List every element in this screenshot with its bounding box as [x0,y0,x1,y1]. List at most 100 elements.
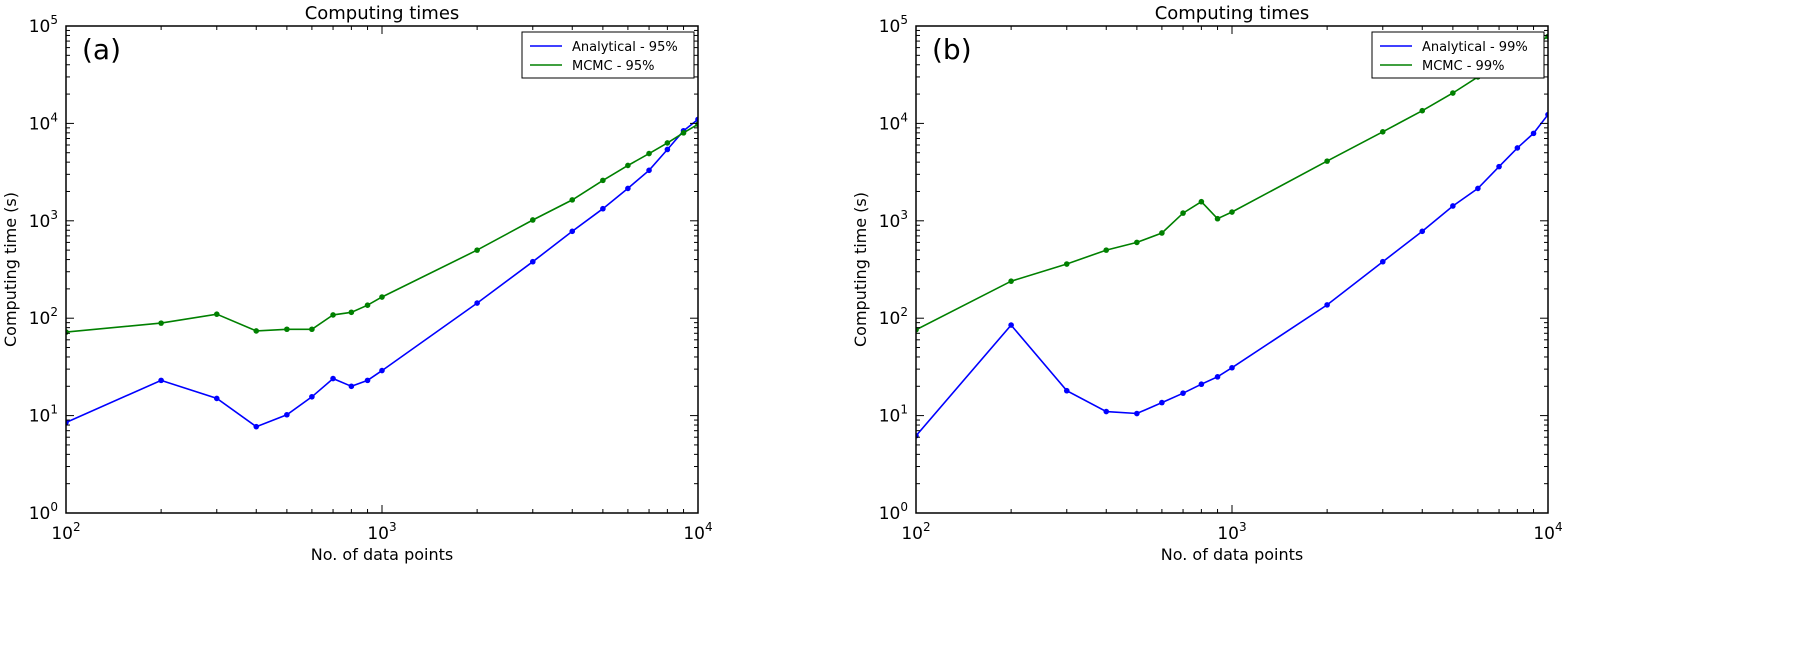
data-point [1530,130,1537,137]
data-point [529,217,536,223]
y-tick-label: 102 [879,305,908,329]
data-point [1450,203,1456,209]
data-point [1379,128,1386,135]
x-tick-label: 102 [51,520,80,544]
legend-label: Analytical - 95% [572,40,678,55]
data-point [1198,381,1205,388]
data-point [1229,209,1235,215]
data-point [474,247,480,253]
data-point [1214,374,1221,380]
data-point [569,197,576,203]
series-0 [66,116,698,430]
chart-title: Computing times [1155,3,1310,24]
data-point [1103,408,1110,415]
panel-a: 102 103 104 100 101 102 103 104 105 Computing tim… [1,3,713,564]
panel-label: (b) [932,33,972,66]
plot-frame [915,25,1549,514]
legend-box [1371,31,1545,79]
data-point [364,302,371,308]
x-tick-label: 104 [1533,520,1562,544]
series-line [916,114,1548,437]
data-point [664,140,671,146]
data-point [348,383,355,390]
legend-box [521,31,695,79]
x-tick-label: 102 [901,520,930,544]
data-point [1159,399,1165,406]
data-point [1063,261,1070,267]
data-point [330,375,336,382]
data-point [1229,364,1235,371]
data-point [1180,390,1186,396]
legend-label: MCMC - 99% [1422,59,1504,74]
data-point [1214,215,1221,222]
y-tick-label: 105 [29,13,58,37]
data-point [600,177,606,184]
panel-label: (a) [82,33,121,66]
data-point [1008,322,1014,328]
x-axis-label: No. of data points [311,545,453,564]
y-tick-label: 100 [29,500,58,524]
data-point [569,228,576,235]
data-point [529,258,536,265]
data-point [664,146,671,153]
data-point [309,326,315,333]
data-point [379,367,385,374]
data-point [625,185,631,192]
x-tick-label: 103 [1217,520,1246,544]
legend: Analytical - 95% MCMC - 95% [521,31,695,79]
series-1 [916,33,1548,333]
plot-frame [65,25,699,514]
y-tick-label: 102 [29,305,58,329]
data-point [1514,145,1521,151]
data-point [379,294,385,300]
y-tick-label: 101 [29,403,58,427]
data-point [1419,228,1426,235]
data-point [213,311,220,317]
data-point [1008,278,1014,284]
series-0 [916,111,1548,439]
data-point [1198,198,1205,205]
y-tick-label: 103 [879,208,908,232]
data-point [253,423,260,430]
data-point [474,300,480,306]
data-point [158,320,164,326]
data-point [253,328,260,334]
data-point [646,167,652,174]
data-point [1063,387,1070,394]
x-axis-label: No. of data points [1161,545,1303,564]
data-point [284,411,290,418]
y-tick-label: 104 [29,110,58,134]
data-point [1180,210,1186,216]
series-line [66,123,698,333]
y-tick-label: 101 [879,403,908,427]
panel-b: 102 103 104 100 101 102 103 104 105 Computing tim… [851,3,1563,564]
y-tick-label: 104 [879,110,908,134]
data-point [1419,107,1426,114]
data-point [364,377,371,384]
legend-label: MCMC - 95% [572,59,654,74]
series-line [916,35,1548,331]
data-point [1496,163,1502,170]
data-point [680,130,687,136]
data-point [1159,230,1165,236]
data-point [1134,410,1140,417]
data-point [625,162,631,169]
data-point [646,150,652,157]
x-tick-label: 104 [683,520,712,544]
series-1 [66,121,698,335]
data-point [330,312,336,318]
y-tick-label: 105 [879,13,908,37]
data-point [309,393,315,400]
legend: Analytical - 99% MCMC - 99% [1371,31,1545,79]
data-point [1324,302,1330,308]
data-point [158,377,164,384]
legend-label: Analytical - 99% [1422,40,1528,55]
y-axis-label: Computing time (s) [1,192,20,347]
data-point [213,395,220,402]
data-point [1103,247,1110,253]
data-point [348,309,355,316]
data-point [1134,239,1140,246]
chart-title: Computing times [305,3,460,24]
data-point [1324,158,1330,164]
